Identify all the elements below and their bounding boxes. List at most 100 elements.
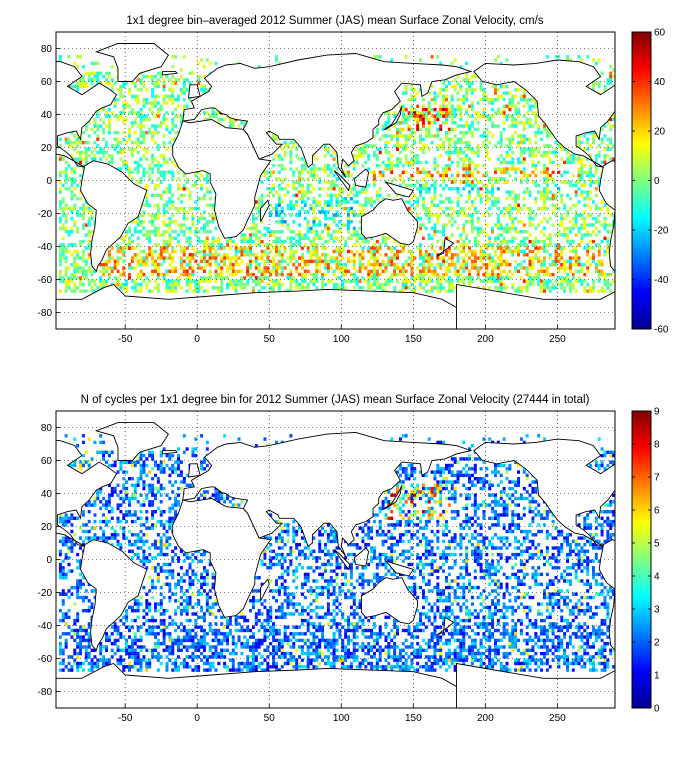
data-cell: [557, 259, 561, 264]
data-cell: [298, 197, 302, 201]
data-cell: [64, 289, 68, 293]
data-cell: [162, 121, 166, 125]
data-cell: [280, 266, 284, 270]
data-cell: [502, 463, 506, 468]
data-cell: [70, 289, 74, 293]
data-cell: [113, 263, 117, 267]
data-cell: [522, 236, 526, 240]
data-cell: [254, 230, 258, 234]
data-cell: [447, 470, 451, 474]
data-cell: [136, 276, 140, 280]
data-cell: [228, 279, 232, 283]
data-cell: [171, 127, 175, 132]
data-cell: [364, 190, 368, 194]
data-cell: [407, 134, 411, 138]
data-cell: [447, 107, 451, 112]
data-cell: [514, 177, 518, 181]
data-cell: [476, 111, 480, 115]
data-cell: [505, 272, 509, 277]
data-cell: [153, 157, 157, 161]
data-cell: [436, 147, 440, 151]
data-cell: [364, 144, 368, 148]
data-cell: [289, 213, 293, 217]
data-cell: [502, 157, 506, 161]
data-cell: [174, 480, 178, 484]
data-cell: [424, 173, 428, 178]
data-cell: [165, 249, 169, 254]
data-cell: [162, 213, 166, 217]
data-cell: [76, 210, 80, 214]
data-cell: [511, 134, 515, 138]
data-cell: [421, 147, 425, 151]
data-cell: [540, 282, 544, 287]
data-cell: [156, 164, 160, 168]
data-cell: [404, 140, 408, 145]
data-cell: [202, 276, 206, 280]
data-cell: [214, 239, 218, 244]
data-cell: [306, 197, 310, 201]
data-cell: [427, 134, 431, 138]
data-cell: [548, 272, 552, 277]
data-cell: [81, 460, 85, 464]
data-cell: [479, 98, 483, 102]
data-cell: [107, 117, 111, 122]
data-cell: [505, 249, 509, 254]
data-cell: [99, 486, 103, 491]
data-cell: [81, 256, 85, 260]
data-cell: [442, 94, 446, 99]
data-cell: [156, 147, 160, 151]
data-cell: [133, 490, 137, 494]
data-cell: [580, 190, 584, 194]
data-cell: [560, 286, 564, 290]
data-cell: [470, 121, 474, 125]
data-cell: [168, 157, 172, 161]
data-cell: [531, 111, 535, 115]
data-cell: [208, 114, 212, 118]
data-cell: [453, 460, 457, 464]
data-cell: [130, 463, 134, 468]
data-cell: [606, 144, 610, 148]
y-tick-label: -60: [38, 275, 53, 286]
data-cell: [171, 160, 175, 165]
data-cell: [84, 460, 88, 464]
data-cell: [145, 263, 149, 267]
data-cell: [508, 147, 512, 151]
data-cell: [211, 286, 215, 290]
data-cell: [332, 230, 336, 234]
data-cell: [568, 160, 572, 165]
data-cell: [130, 177, 134, 181]
data-cell: [113, 259, 117, 264]
data-cell: [312, 239, 316, 244]
data-cell: [99, 107, 103, 112]
data-cell: [542, 190, 546, 194]
data-cell: [130, 170, 134, 174]
data-cell: [542, 246, 546, 250]
data-cell: [384, 124, 388, 128]
data-cell: [560, 193, 564, 198]
data-cell: [237, 269, 241, 273]
data-cell: [542, 239, 546, 244]
data-cell: [130, 107, 134, 112]
data-cell: [517, 243, 521, 247]
data-cell: [473, 243, 477, 247]
data-cell: [528, 279, 532, 283]
data-cell: [485, 134, 489, 138]
data-cell: [410, 259, 414, 264]
data-cell: [476, 187, 480, 191]
data-cell: [211, 493, 215, 497]
data-cell: [298, 183, 302, 188]
data-cell: [502, 249, 506, 254]
data-cell: [197, 81, 201, 85]
data-cell: [202, 467, 206, 471]
data-cell: [393, 289, 397, 293]
data-cell: [151, 453, 155, 458]
data-cell: [444, 131, 448, 135]
data-cell: [554, 206, 558, 211]
data-cell: [280, 206, 284, 211]
data-cell: [197, 61, 201, 66]
data-cell: [430, 107, 434, 112]
data-cell: [364, 197, 368, 201]
data-cell: [485, 154, 489, 158]
data-cell: [321, 236, 325, 240]
